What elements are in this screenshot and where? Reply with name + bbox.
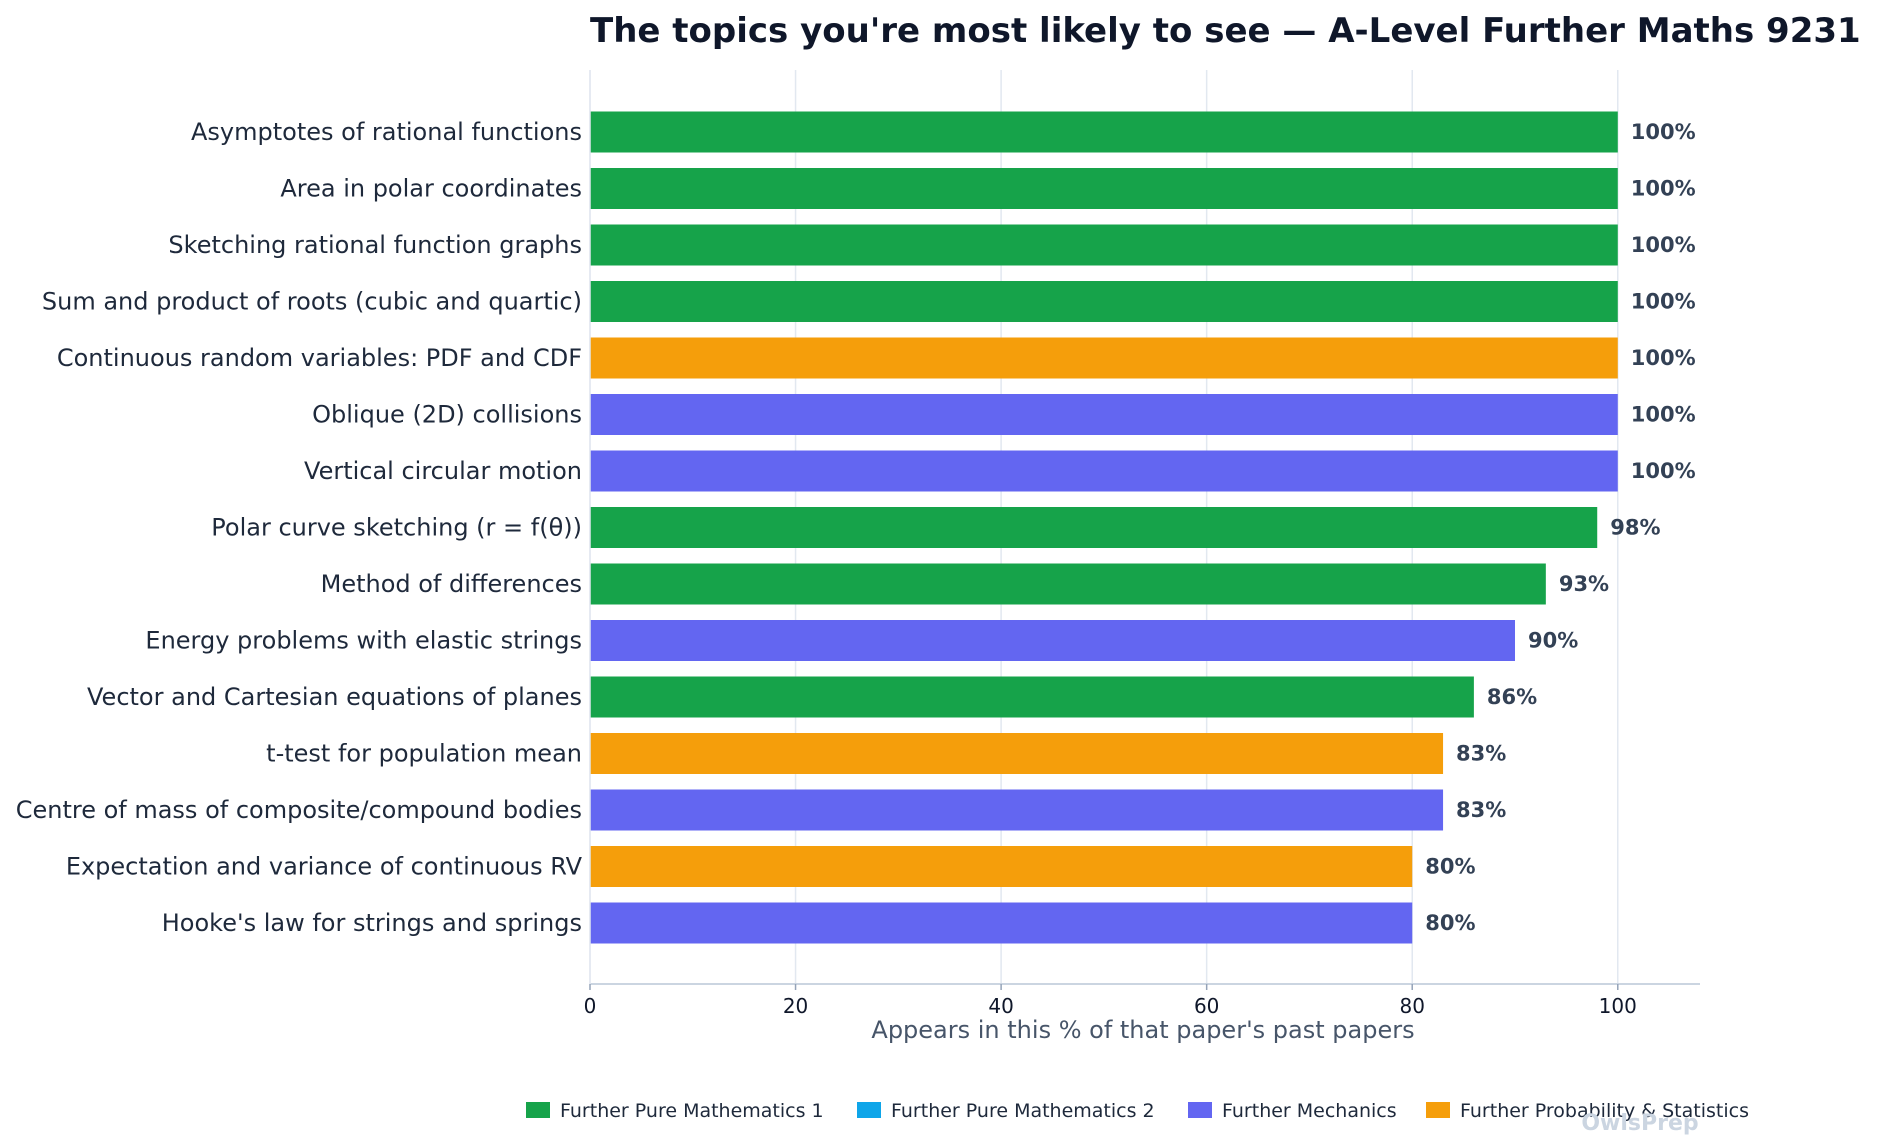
value-label-7: 98% (1610, 516, 1660, 540)
category-label-7: Polar curve sketching (r = f(θ)) (211, 514, 582, 542)
x-tick-label-80: 80 (1399, 994, 1424, 1018)
bar-10 (590, 676, 1474, 718)
legend-label-0: Further Pure Mathematics 1 (560, 1100, 824, 1122)
bar-1 (590, 168, 1618, 209)
legend-swatch-0 (526, 1102, 550, 1118)
value-label-6: 100% (1631, 459, 1696, 483)
x-axis-title: Appears in this % of that paper's past p… (871, 1016, 1414, 1044)
legend-swatch-3 (1426, 1102, 1450, 1118)
category-label-4: Continuous random variables: PDF and CDF (57, 344, 582, 372)
category-label-12: Centre of mass of composite/compound bod… (16, 796, 582, 824)
category-label-13: Expectation and variance of continuous R… (66, 853, 583, 881)
value-label-1: 100% (1631, 177, 1696, 201)
value-label-8: 93% (1559, 572, 1609, 596)
value-label-2: 100% (1631, 233, 1696, 257)
category-label-8: Method of differences (321, 570, 582, 598)
x-tick-label-20: 20 (783, 994, 808, 1018)
value-label-12: 83% (1456, 798, 1506, 822)
bar-4 (590, 337, 1618, 379)
bar-8 (590, 563, 1546, 605)
bar-0 (590, 111, 1618, 153)
category-label-5: Oblique (2D) collisions (312, 401, 582, 429)
value-label-4: 100% (1631, 346, 1696, 370)
watermark: OwlsPrep (1581, 1111, 1698, 1136)
category-label-0: Asymptotes of rational functions (191, 118, 582, 146)
category-label-9: Energy problems with elastic strings (145, 627, 582, 655)
bar-12 (590, 789, 1444, 831)
category-label-2: Sketching rational function graphs (168, 231, 582, 259)
legend-label-3: Further Probability & Statistics (1460, 1100, 1749, 1122)
bar-3 (590, 281, 1618, 322)
bar-7 (590, 507, 1598, 548)
legend-label-2: Further Mechanics (1222, 1100, 1397, 1122)
x-tick-label-0: 0 (584, 994, 597, 1018)
bar-5 (590, 394, 1618, 435)
value-label-5: 100% (1631, 403, 1696, 427)
value-label-0: 100% (1631, 120, 1696, 144)
bar-6 (590, 450, 1618, 492)
x-tick-label-40: 40 (988, 994, 1013, 1018)
x-axis: 0 20 40 60 80 100 (584, 70, 1700, 1018)
category-label-3: Sum and product of roots (cubic and quar… (42, 288, 582, 316)
value-label-13: 80% (1425, 855, 1475, 879)
category-label-10: Vector and Cartesian equations of planes (87, 683, 582, 711)
category-label-14: Hooke's law for strings and springs (162, 909, 582, 937)
value-label-10: 86% (1487, 685, 1537, 709)
category-label-11: t-test for population mean (266, 740, 582, 768)
bar-11 (590, 733, 1444, 774)
legend-swatch-2 (1188, 1102, 1212, 1118)
legend: Further Pure Mathematics 1 Further Pure M… (526, 1100, 1749, 1122)
x-tick-label-100: 100 (1599, 994, 1637, 1018)
bars: Asymptotes of rational functions 100% Area… (16, 111, 1696, 944)
legend-label-1: Further Pure Mathematics 2 (891, 1100, 1155, 1122)
bar-14 (590, 902, 1413, 944)
value-label-11: 83% (1456, 742, 1506, 766)
value-label-3: 100% (1631, 290, 1696, 314)
category-label-6: Vertical circular motion (304, 457, 582, 485)
bar-2 (590, 224, 1618, 266)
x-tick-label-60: 60 (1194, 994, 1219, 1018)
value-label-14: 80% (1425, 911, 1475, 935)
chart-title: The topics you're most likely to see — A… (590, 11, 1861, 51)
category-label-1: Area in polar coordinates (280, 175, 582, 203)
bar-13 (590, 846, 1413, 887)
bar-9 (590, 620, 1515, 661)
value-label-9: 90% (1528, 629, 1578, 653)
legend-swatch-1 (857, 1102, 881, 1118)
